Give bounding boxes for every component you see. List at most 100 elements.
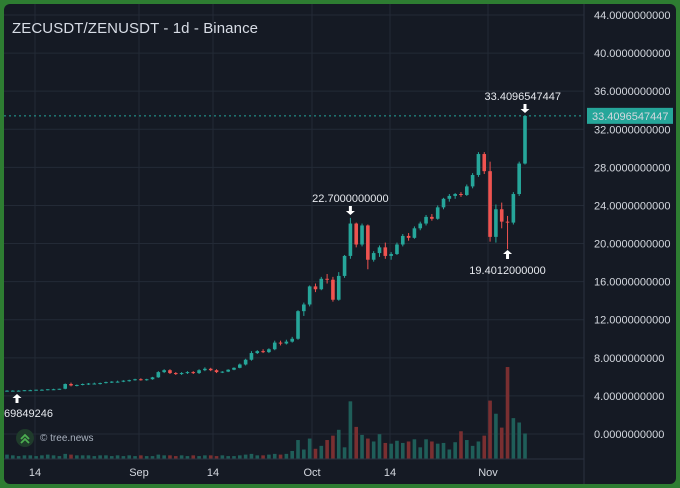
candle-body [494,209,498,237]
left-annotation-label: 69849246 [4,408,53,420]
volume-bar [435,443,440,459]
volume-bar [453,442,457,459]
volume-bar [348,401,353,459]
volume-bar [424,439,428,459]
candle-body [319,278,324,290]
volume-bar [389,443,393,459]
candle-body [208,368,213,371]
x-tick-label: Nov [478,467,498,479]
volume-bar [371,441,376,459]
candle-body [371,253,376,260]
candle-body [447,195,452,199]
candle-body [377,247,382,254]
volume-bar [261,455,265,459]
volume-bar [517,422,521,459]
candle-body [255,351,260,354]
candle-body [144,379,149,381]
candle-body [214,370,219,373]
candle-body [459,194,463,196]
x-tick-label: Sep [129,467,149,479]
volume-bar [16,456,21,459]
volume-bar [51,455,56,459]
volume-bar [430,441,434,459]
candle-body [173,373,178,375]
candle-body [115,381,120,383]
volume-bar [331,435,335,459]
volume-bar [185,456,190,459]
candle-body [51,389,56,391]
candle-body [69,384,73,386]
candle-body [191,372,196,374]
volume-bar [366,438,370,459]
candle-body [243,359,248,365]
chevrons-up-icon [16,429,34,447]
volume-bar [377,434,382,459]
volume-bar [255,455,260,459]
candle-body [150,377,155,380]
volume-bar [494,413,498,459]
volume-bar [45,454,50,459]
last-price-tag [587,107,673,124]
arrow-up-icon [503,250,513,259]
volume-bar [179,455,184,459]
candle-body [511,194,516,223]
volume-bar [249,453,254,459]
candle-body [505,221,510,223]
candle-body [121,380,126,382]
volume-bar [319,445,324,459]
arrow-down-icon [345,206,355,215]
volume-bar [162,455,166,459]
candle-body [133,379,137,381]
candle-body [360,225,364,245]
volume-bar [243,454,248,459]
volume-bar [464,440,469,459]
volume-bar [197,456,201,459]
candle-body [342,255,347,276]
arrow-up-icon [12,394,22,403]
volume-bar [447,449,452,459]
candle-body [249,353,254,360]
volume-bar [5,454,9,459]
volume-bar [232,456,236,459]
y-tick-label: 8.0000000000 [594,353,664,365]
volume-bar [28,455,33,459]
volume-bar [214,456,219,459]
volume-bar [290,450,294,459]
x-tick-label: 14 [207,467,219,479]
volume-bar [307,438,312,459]
volume-bar [22,455,27,459]
candle-body [226,369,230,372]
volume-bar [470,445,475,459]
volume-bar [168,455,172,459]
candle-body [261,351,265,353]
volume-bar [80,455,85,459]
volume-bar [98,455,102,459]
volume-bar [40,455,44,459]
volume-bar [325,440,329,459]
volume-bar [395,440,399,459]
y-tick-label: 20.0000000000 [594,239,670,251]
volume-bar [11,455,15,459]
candle-body [307,286,312,305]
candle-body [92,383,97,385]
candle-body [278,342,283,344]
volume-bar [278,454,283,459]
candle-body [75,384,79,386]
candle-body [57,388,62,390]
volume-bar [63,453,68,459]
volume-bar [313,448,318,459]
y-tick-label: 40.0000000000 [594,48,670,60]
volume-bar [127,455,132,459]
volume-bar [482,435,487,459]
volume-bar [336,429,341,459]
y-tick-label: 44.0000000000 [594,10,670,22]
candle-body [284,341,289,344]
volume-bar [69,454,73,459]
volume-bar [238,455,242,459]
candle-body [63,384,68,389]
candle-body [16,390,21,392]
watermark-text: © tree.news [40,432,94,444]
volume-bar [121,456,126,459]
volume-bar [272,453,277,459]
candle-body [441,198,446,208]
